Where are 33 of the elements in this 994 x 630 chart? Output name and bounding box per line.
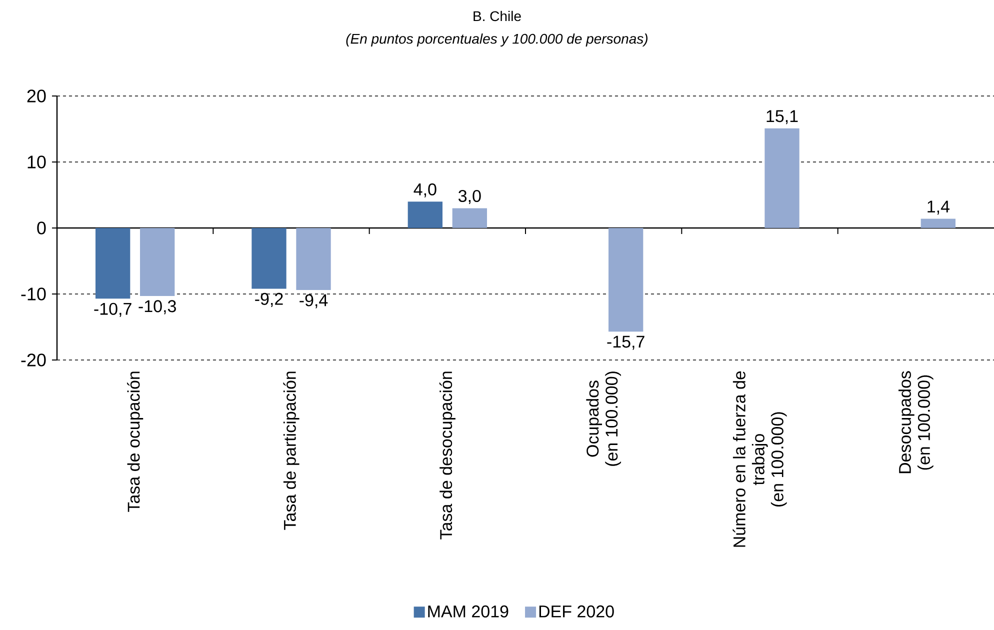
x-tick-label: Tasa de desocupación	[439, 372, 456, 540]
y-tick-label: -20	[21, 354, 46, 366]
chart-subtitle: (En puntos porcentuales y 100.000 de personas)	[346, 33, 648, 47]
y-tick-label: 0	[37, 222, 46, 234]
legend-label: DEF 2020	[539, 605, 614, 618]
bar	[252, 228, 286, 289]
bar	[452, 208, 488, 228]
data-label: -9,2	[255, 292, 283, 307]
data-label: 15,1	[766, 110, 798, 124]
bar	[920, 218, 956, 228]
legend-label: MAM 2019	[428, 605, 508, 618]
data-label: -15,7	[607, 336, 644, 350]
chart-title: B. Chile	[474, 10, 521, 22]
bar	[296, 228, 331, 290]
data-label: -10,3	[138, 300, 176, 314]
x-tick-label: Ocupados (en 100.000)	[586, 372, 621, 466]
x-tick-label: Número en la fuerza de trabajo (en 100.000)	[732, 371, 787, 547]
bar	[764, 128, 800, 228]
data-label: 4,0	[414, 183, 436, 198]
data-label: 3,0	[458, 190, 481, 204]
bar	[95, 228, 130, 299]
x-tick-label: Desocupados (en 100.000)	[898, 371, 934, 474]
bar	[140, 228, 175, 296]
data-label: 1,4	[928, 200, 950, 215]
y-tick-label: -10	[21, 288, 46, 300]
data-label: -9,4	[300, 294, 328, 308]
bar	[408, 202, 442, 228]
x-tick-label: Tasa de ocupación	[127, 372, 144, 512]
data-label: -10,7	[94, 302, 132, 317]
x-tick-label: Tasa de participación	[283, 372, 300, 530]
y-tick-label: 20	[27, 90, 46, 102]
bar	[608, 228, 644, 332]
y-tick-label: 10	[28, 156, 46, 168]
